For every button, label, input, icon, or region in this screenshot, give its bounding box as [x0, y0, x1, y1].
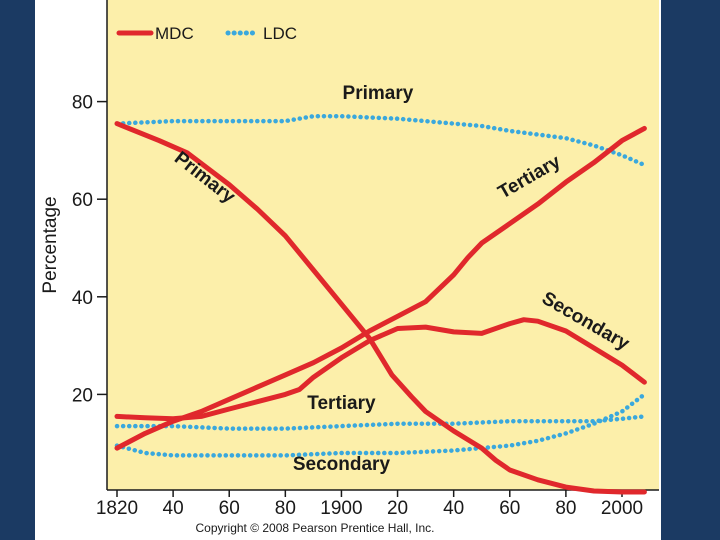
- x-tick-label: 60: [219, 498, 240, 519]
- ldc-primary-line: [114, 113, 647, 168]
- x-tick-label: 40: [443, 498, 464, 519]
- x-tick-label: 1900: [320, 498, 362, 519]
- x-tick-label: 80: [275, 498, 296, 519]
- series-annotation-secondary: Secondary: [293, 454, 391, 475]
- legend-mdc-label: MDC: [155, 24, 194, 43]
- y-tick-label: 60: [72, 190, 93, 211]
- x-tick-label: 1820: [96, 498, 138, 519]
- percentage-chart: MDC LDC Percentage 20 40 60 80 1820 40 60 80 190…: [40, 0, 659, 535]
- series-annotation-primary: Primary: [343, 83, 414, 104]
- y-tick-label: 20: [72, 385, 93, 406]
- legend-ldc-label: LDC: [263, 24, 297, 43]
- ldc-secondary-line: [114, 392, 647, 458]
- x-tick-label: 20: [387, 498, 408, 519]
- mdc-primary-line: [114, 121, 647, 495]
- slide: MDC LDC Percentage 20 40 60 80 1820 40 60 80 190…: [35, 0, 661, 540]
- legend: MDC LDC: [116, 24, 297, 43]
- x-tick-label: 40: [163, 498, 184, 519]
- y-axis-title: Percentage: [40, 196, 61, 293]
- x-tick-label: 2000: [601, 498, 643, 519]
- series-annotation-tertiary: Tertiary: [307, 393, 376, 414]
- y-tick-label: 80: [72, 93, 93, 114]
- y-tick-label: 40: [72, 288, 93, 309]
- plot-background: [107, 0, 659, 490]
- mdc-secondary-line: [114, 317, 647, 422]
- mdc-tertiary-line: [114, 125, 647, 451]
- x-tick-label: 80: [555, 498, 576, 519]
- copyright-text: Copyright © 2008 Pearson Prentice Hall, …: [196, 521, 435, 535]
- x-tick-label: 60: [499, 498, 520, 519]
